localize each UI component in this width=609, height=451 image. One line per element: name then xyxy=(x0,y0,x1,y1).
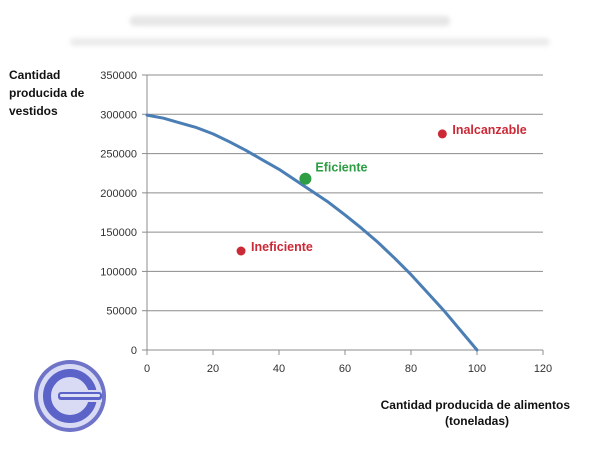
label-ineficiente: Ineficiente xyxy=(251,240,313,254)
x-tick-label: 60 xyxy=(339,363,351,375)
x-tick-label: 120 xyxy=(534,363,552,375)
axes xyxy=(142,74,544,355)
x-axis-title: Cantidad producida de alimentos (tonelad… xyxy=(381,398,574,428)
y-tick-label: 300000 xyxy=(100,109,137,121)
label-inalcanzable: Inalcanzable xyxy=(452,123,526,137)
tick-labels: 0 50000 100000 150000 200000 250000 300000 3500… xyxy=(100,70,552,375)
x-tick-label: 20 xyxy=(207,363,219,375)
y-axis-title-line-2: producida de xyxy=(9,86,85,100)
y-tick-label: 200000 xyxy=(100,188,137,200)
y-axis-title: Cantidad producida de vestidos xyxy=(9,68,88,118)
label-eficiente: Eficiente xyxy=(315,161,367,175)
logo-bar-highlight xyxy=(60,394,100,397)
series xyxy=(145,113,479,352)
y-tick-label: 100000 xyxy=(100,266,137,278)
point-ineficiente xyxy=(236,246,246,256)
x-axis-title-line-2: (toneladas) xyxy=(445,414,509,428)
y-tick-label: 50000 xyxy=(106,306,137,318)
circular-c-logo xyxy=(34,360,106,432)
y-tick-label: 350000 xyxy=(100,70,137,82)
gridlines xyxy=(147,74,543,312)
point-inalcanzable xyxy=(437,129,447,139)
frontier-curve xyxy=(145,113,479,352)
x-tick-label: 0 xyxy=(144,363,150,375)
y-tick-label: 150000 xyxy=(100,227,137,239)
x-tick-label: 80 xyxy=(405,363,417,375)
x-tick-label: 100 xyxy=(468,363,486,375)
y-tick-label: 250000 xyxy=(100,149,137,161)
blurred-header xyxy=(30,8,590,56)
annotations: Eficiente Ineficiente Inalcanzable xyxy=(236,123,527,256)
y-tick-label: 0 xyxy=(131,345,137,357)
point-eficiente xyxy=(299,172,312,185)
y-axis-title-line-3: vestidos xyxy=(9,104,58,118)
x-axis-title-line-1: Cantidad producida de alimentos xyxy=(381,398,571,412)
x-tick-label: 40 xyxy=(273,363,285,375)
y-axis-title-line-1: Cantidad xyxy=(9,68,60,82)
